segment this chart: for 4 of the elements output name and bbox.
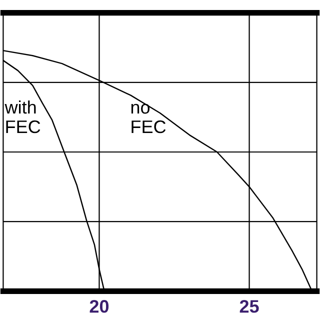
x-tick-label: 20 xyxy=(90,300,109,313)
annotation: no FEC xyxy=(131,104,166,134)
annotation: with FEC xyxy=(4,100,40,134)
x-tick-label: 25 xyxy=(240,300,259,313)
